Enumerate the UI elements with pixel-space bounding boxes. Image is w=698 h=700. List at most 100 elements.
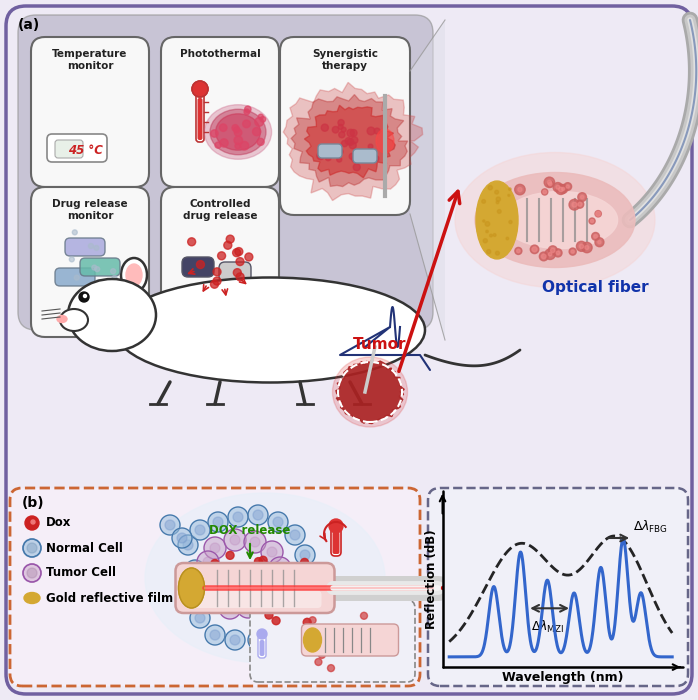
Circle shape <box>183 540 193 550</box>
FancyBboxPatch shape <box>196 92 204 142</box>
Circle shape <box>244 109 250 115</box>
FancyBboxPatch shape <box>250 600 415 682</box>
Ellipse shape <box>476 181 518 259</box>
Circle shape <box>482 199 486 203</box>
Circle shape <box>232 248 241 257</box>
Circle shape <box>213 517 223 527</box>
Circle shape <box>192 81 208 97</box>
Circle shape <box>259 556 267 564</box>
Circle shape <box>243 120 251 127</box>
Circle shape <box>300 550 310 560</box>
Circle shape <box>219 597 241 619</box>
FancyBboxPatch shape <box>161 187 279 337</box>
Circle shape <box>204 537 226 559</box>
Circle shape <box>260 593 270 603</box>
Circle shape <box>556 251 560 255</box>
Circle shape <box>258 114 263 120</box>
Circle shape <box>351 136 358 144</box>
FancyBboxPatch shape <box>65 238 105 256</box>
Circle shape <box>585 246 589 249</box>
Circle shape <box>69 257 74 262</box>
Circle shape <box>210 593 220 603</box>
FancyBboxPatch shape <box>10 488 420 686</box>
Circle shape <box>508 195 510 197</box>
Circle shape <box>268 512 288 532</box>
Circle shape <box>554 248 562 257</box>
Circle shape <box>255 118 264 126</box>
Circle shape <box>514 184 525 195</box>
Ellipse shape <box>376 129 394 153</box>
Circle shape <box>553 183 563 192</box>
Circle shape <box>275 563 285 573</box>
Circle shape <box>221 587 228 595</box>
Ellipse shape <box>115 277 425 382</box>
Polygon shape <box>410 20 445 340</box>
Circle shape <box>273 580 283 590</box>
Ellipse shape <box>121 258 147 292</box>
Circle shape <box>483 220 485 222</box>
Circle shape <box>373 156 379 161</box>
Circle shape <box>349 142 356 149</box>
Ellipse shape <box>210 109 266 155</box>
Circle shape <box>74 275 80 280</box>
Circle shape <box>321 124 329 132</box>
FancyBboxPatch shape <box>6 6 692 694</box>
Circle shape <box>349 153 356 160</box>
Circle shape <box>332 127 339 133</box>
Circle shape <box>205 563 212 571</box>
Circle shape <box>208 512 228 532</box>
Circle shape <box>545 249 556 260</box>
Circle shape <box>248 630 268 650</box>
Circle shape <box>359 629 366 636</box>
FancyBboxPatch shape <box>161 37 279 187</box>
Circle shape <box>594 234 597 238</box>
Circle shape <box>257 629 267 639</box>
Circle shape <box>345 138 352 144</box>
Circle shape <box>540 252 548 261</box>
FancyBboxPatch shape <box>260 640 265 656</box>
Circle shape <box>325 155 331 161</box>
Circle shape <box>530 245 539 253</box>
Circle shape <box>196 260 205 269</box>
Circle shape <box>486 230 489 232</box>
Circle shape <box>23 564 41 582</box>
Polygon shape <box>283 83 422 200</box>
Ellipse shape <box>126 264 142 286</box>
Polygon shape <box>291 94 408 187</box>
Text: Gold reflective film: Gold reflective film <box>46 592 173 605</box>
Circle shape <box>293 613 303 623</box>
Circle shape <box>518 188 522 192</box>
Circle shape <box>367 127 375 135</box>
Circle shape <box>172 528 192 548</box>
Circle shape <box>185 585 205 605</box>
Circle shape <box>243 602 253 612</box>
Circle shape <box>219 589 228 597</box>
Circle shape <box>250 537 260 547</box>
Text: Controlled
drug release: Controlled drug release <box>183 199 258 221</box>
Circle shape <box>236 258 244 265</box>
FancyBboxPatch shape <box>353 149 377 163</box>
Circle shape <box>218 252 225 260</box>
Text: Temperature
monitor: Temperature monitor <box>52 49 128 71</box>
Circle shape <box>298 588 318 608</box>
FancyBboxPatch shape <box>331 528 341 556</box>
Circle shape <box>97 288 102 293</box>
Circle shape <box>579 244 584 248</box>
Circle shape <box>303 593 313 603</box>
Circle shape <box>226 235 235 243</box>
Circle shape <box>27 568 37 578</box>
Circle shape <box>353 164 360 171</box>
Circle shape <box>597 241 601 244</box>
Circle shape <box>290 530 300 540</box>
Circle shape <box>589 218 595 224</box>
Circle shape <box>346 638 353 645</box>
Circle shape <box>556 186 560 189</box>
Circle shape <box>230 635 240 645</box>
Ellipse shape <box>145 493 385 663</box>
Circle shape <box>303 618 311 626</box>
Text: (a): (a) <box>18 18 40 32</box>
Circle shape <box>285 597 293 605</box>
Circle shape <box>254 587 276 609</box>
Text: Tumor: Tumor <box>353 337 407 352</box>
Circle shape <box>509 220 512 223</box>
